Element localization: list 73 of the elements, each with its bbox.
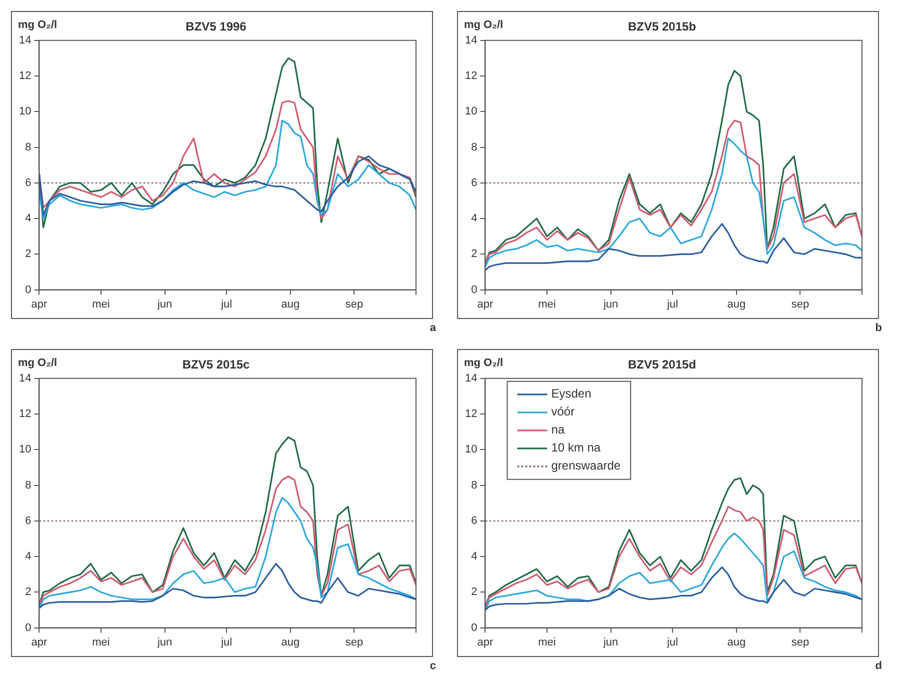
y-tick-label: 0: [471, 622, 478, 634]
y-axis-title: mg O₂/l: [18, 19, 58, 31]
x-tick-label: jul: [220, 636, 232, 648]
y-tick-label: 2: [471, 248, 478, 260]
chart-title: BZV5 1996: [186, 20, 247, 34]
y-tick-label: 12: [464, 408, 478, 420]
y-tick-label: 4: [25, 212, 32, 225]
x-tick-label: apr: [477, 636, 494, 648]
x-tick-label: aug: [281, 298, 300, 310]
legend-label: vóór: [551, 404, 575, 419]
y-tick-label: 10: [18, 106, 32, 118]
y-tick-label: 14: [464, 372, 478, 384]
y-tick-label: 12: [18, 408, 32, 420]
x-tick-label: sep: [791, 298, 810, 310]
x-tick-label: sep: [791, 636, 810, 648]
y-tick-label: 6: [25, 176, 32, 189]
y-tick-label: 0: [471, 284, 478, 296]
x-tick-label: jun: [156, 636, 172, 648]
y-tick-label: 10: [18, 444, 32, 456]
x-tick-label: apr: [31, 636, 48, 648]
x-tick-label: jul: [220, 298, 232, 310]
legend-label: 10 km na: [551, 440, 601, 455]
y-tick-label: 4: [25, 550, 32, 563]
y-tick-label: 2: [25, 586, 32, 598]
x-tick-label: mei: [538, 298, 556, 310]
chart-title: BZV5 2015d: [628, 358, 696, 372]
x-tick-label: sep: [345, 636, 364, 648]
y-tick-label: 2: [471, 586, 478, 598]
x-tick-label: jun: [156, 298, 172, 310]
y-tick-label: 4: [471, 212, 478, 225]
y-tick-label: 8: [471, 479, 478, 492]
legend-label: Eysden: [551, 386, 592, 401]
x-tick-label: mei: [92, 298, 110, 310]
x-tick-label: jun: [602, 298, 618, 310]
y-axis-title: mg O₂/l: [464, 357, 504, 369]
y-tick-label: 14: [18, 34, 32, 46]
y-tick-label: 6: [471, 514, 478, 527]
y-axis-title: mg O₂/l: [18, 357, 58, 369]
y-axis-title: mg O₂/l: [464, 19, 504, 31]
x-tick-label: mei: [538, 636, 556, 648]
y-tick-label: 14: [18, 372, 32, 384]
y-tick-label: 12: [18, 70, 32, 82]
x-tick-label: jul: [666, 298, 678, 310]
y-tick-label: 0: [25, 284, 32, 296]
text: c: [430, 660, 436, 672]
chart-title: BZV5 2015b: [628, 20, 696, 34]
y-tick-label: 8: [25, 141, 32, 154]
y-tick-label: 12: [464, 70, 478, 82]
y-tick-label: 8: [25, 479, 32, 492]
y-tick-label: 4: [471, 550, 478, 563]
text: a: [430, 322, 436, 334]
x-tick-label: aug: [727, 298, 746, 310]
x-tick-label: jun: [602, 636, 618, 648]
y-tick-label: 8: [471, 141, 478, 154]
x-tick-label: aug: [281, 636, 300, 648]
legend-label: na: [551, 422, 565, 437]
x-tick-label: apr: [31, 298, 48, 310]
text: b: [875, 322, 882, 334]
chart-title: BZV5 2015c: [182, 358, 250, 372]
y-tick-label: 10: [464, 444, 478, 456]
y-tick-label: 6: [25, 514, 32, 527]
y-tick-label: 2: [25, 248, 32, 260]
y-tick-label: 6: [471, 176, 478, 189]
x-tick-label: aug: [727, 636, 746, 648]
y-tick-label: 14: [464, 34, 478, 46]
y-tick-label: 10: [464, 106, 478, 118]
text: d: [875, 660, 882, 672]
legend-label: grenswaarde: [551, 458, 621, 473]
x-tick-label: sep: [345, 298, 364, 310]
x-tick-label: apr: [477, 298, 494, 310]
y-tick-label: 0: [25, 622, 32, 634]
x-tick-label: mei: [92, 636, 110, 648]
x-tick-label: jul: [666, 636, 678, 648]
